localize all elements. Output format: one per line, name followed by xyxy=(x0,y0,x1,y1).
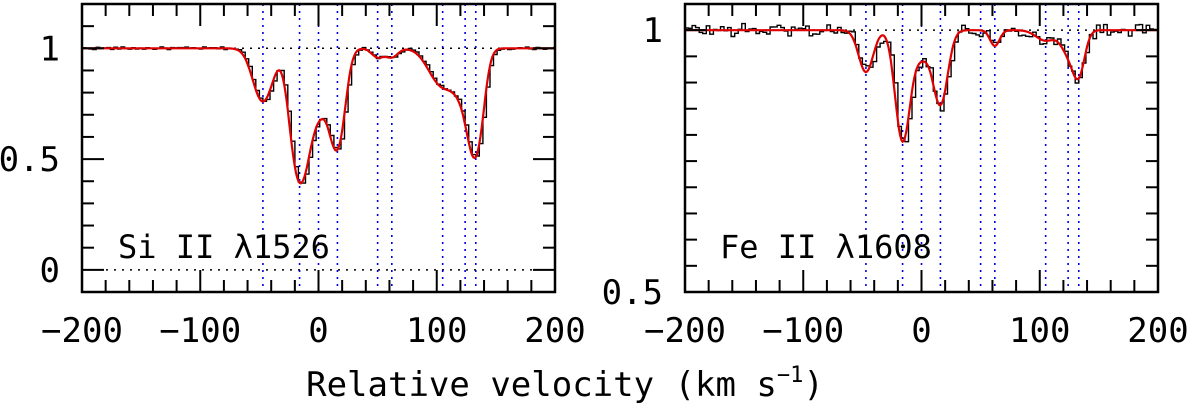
x-tick-label: −200 xyxy=(644,311,726,351)
spectrum-data-line xyxy=(685,22,1158,143)
x-axis-label-close: ) xyxy=(803,365,823,405)
x-tick-label: 100 xyxy=(406,311,467,351)
x-tick-label: 100 xyxy=(1009,311,1070,351)
y-tick-label: 0 xyxy=(40,251,60,291)
x-tick-label: −200 xyxy=(41,311,123,351)
y-tick-label: 0.5 xyxy=(0,140,60,180)
x-tick-label: −100 xyxy=(762,311,844,351)
panel-fe-ii-1608: −200 −100 0 100 200 0.5 1 Fe II λ1608 xyxy=(602,2,1189,351)
x-tick-label: 200 xyxy=(1127,311,1188,351)
y-tick-label: 0.5 xyxy=(602,273,663,313)
y-tick-label: 1 xyxy=(643,11,663,51)
transition-label: Si II λ1526 xyxy=(118,228,330,266)
x-axis-label-exponent: −1 xyxy=(777,363,804,388)
x-tick-label: −100 xyxy=(159,311,241,351)
fit-model-line xyxy=(685,29,1158,144)
x-tick-label: 200 xyxy=(524,311,585,351)
x-tick-label: 0 xyxy=(911,311,931,351)
panel-si-ii-1526: −200 −100 0 100 200 0 0.5 1 Si II λ1526 xyxy=(0,2,586,351)
transition-label: Fe II λ1608 xyxy=(720,228,932,266)
fit-model-line xyxy=(82,47,555,185)
x-tick-label: 0 xyxy=(308,311,328,351)
x-axis-label: Relative velocity (km s−1) xyxy=(306,363,824,405)
y-tick-label: 1 xyxy=(40,29,60,69)
